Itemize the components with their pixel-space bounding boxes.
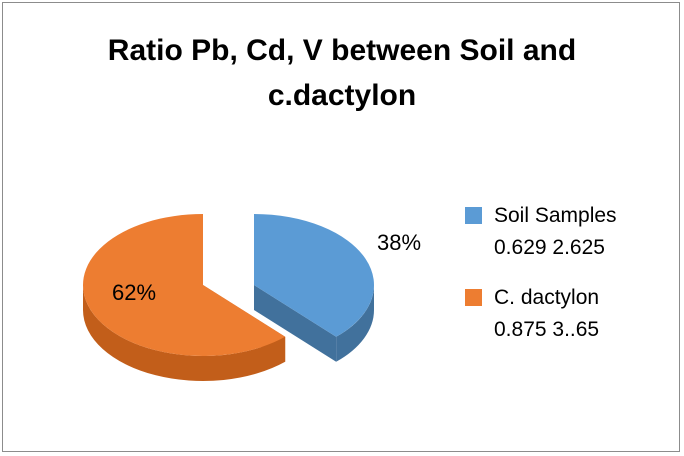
legend-label-c-dactylon-line-2: 0.875 3..65	[494, 318, 600, 341]
data-label-c-dactylon: 62%	[112, 280, 157, 305]
legend-swatch-c-dactylon	[465, 289, 482, 306]
pie-slice-soil-samples-top	[254, 214, 375, 337]
pie-slice-c-dactylon	[83, 213, 286, 381]
chart-frame	[2, 2, 680, 452]
data-label-soil-samples: 38%	[377, 230, 422, 255]
pie-slice-soil-samples-rim	[336, 285, 374, 362]
chart-legend: Soil Samples 0.629 2.625 C. dactylon 0.8…	[462, 200, 617, 364]
chart-title-line-1: Ratio Pb, Cd, V between Soil and	[107, 34, 577, 67]
pie-slice-soil-samples-wall-end	[254, 285, 337, 362]
legend-entry-soil-samples: Soil Samples 0.629 2.625	[462, 200, 617, 264]
pie-slice-soil-samples	[254, 214, 375, 362]
legend-label-soil-samples-line-1: Soil Samples	[494, 204, 617, 227]
legend-entry-c-dactylon: C. dactylon 0.875 3..65	[462, 282, 617, 346]
legend-label-c-dactylon-line-1: C. dactylon	[494, 286, 600, 309]
pie-slice-c-dactylon-rim	[83, 285, 286, 381]
legend-swatch-soil-samples	[465, 207, 482, 224]
legend-label-soil-samples-line-2: 0.629 2.625	[494, 236, 605, 259]
chart-title: Ratio Pb, Cd, V between Soil and c.dacty…	[0, 28, 684, 118]
pie-slice-c-dactylon-top	[83, 213, 286, 356]
chart-title-line-2: c.dactylon	[267, 79, 417, 112]
